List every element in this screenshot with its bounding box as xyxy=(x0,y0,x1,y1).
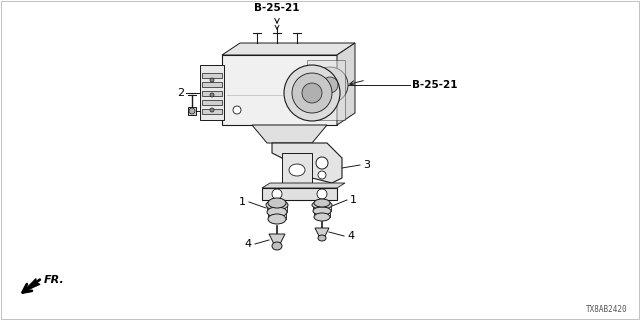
Ellipse shape xyxy=(322,77,338,93)
Polygon shape xyxy=(315,228,329,236)
Bar xyxy=(202,73,222,78)
Polygon shape xyxy=(262,183,345,188)
Polygon shape xyxy=(269,234,285,244)
Ellipse shape xyxy=(284,65,340,121)
Text: B-25-21: B-25-21 xyxy=(254,3,300,13)
Ellipse shape xyxy=(210,78,214,82)
Bar xyxy=(200,65,224,120)
Text: 5: 5 xyxy=(215,106,222,116)
Bar xyxy=(202,109,222,114)
Polygon shape xyxy=(337,43,355,125)
Ellipse shape xyxy=(266,200,288,210)
Bar xyxy=(282,153,312,188)
Text: FR.: FR. xyxy=(44,275,65,285)
Bar xyxy=(222,55,337,125)
Text: B-25-21: B-25-21 xyxy=(412,80,458,90)
Ellipse shape xyxy=(268,198,286,208)
Ellipse shape xyxy=(313,207,331,215)
Ellipse shape xyxy=(312,67,348,103)
Bar xyxy=(188,107,196,115)
Text: 1: 1 xyxy=(350,195,357,205)
Ellipse shape xyxy=(272,189,282,199)
Polygon shape xyxy=(272,143,342,183)
Ellipse shape xyxy=(292,73,332,113)
Bar xyxy=(262,188,337,200)
Ellipse shape xyxy=(312,201,332,209)
Ellipse shape xyxy=(314,199,330,207)
Ellipse shape xyxy=(233,106,241,114)
Ellipse shape xyxy=(189,108,195,114)
Ellipse shape xyxy=(302,83,322,103)
Ellipse shape xyxy=(314,213,330,221)
Ellipse shape xyxy=(318,235,326,241)
Ellipse shape xyxy=(267,207,287,217)
Text: 1: 1 xyxy=(239,197,246,207)
Ellipse shape xyxy=(318,171,326,179)
Ellipse shape xyxy=(272,242,282,250)
Bar xyxy=(307,60,345,120)
Bar xyxy=(202,91,222,96)
Bar xyxy=(202,100,222,105)
Ellipse shape xyxy=(268,214,286,224)
Text: 3: 3 xyxy=(363,160,370,170)
Polygon shape xyxy=(252,125,327,143)
Bar xyxy=(202,82,222,87)
Ellipse shape xyxy=(317,189,327,199)
Ellipse shape xyxy=(210,93,214,97)
Text: 4: 4 xyxy=(347,231,354,241)
Ellipse shape xyxy=(316,157,328,169)
Text: TX8AB2420: TX8AB2420 xyxy=(586,305,628,314)
Ellipse shape xyxy=(289,164,305,176)
Polygon shape xyxy=(222,43,355,55)
Text: 2: 2 xyxy=(177,88,184,98)
Text: 4: 4 xyxy=(245,239,252,249)
Ellipse shape xyxy=(210,108,214,112)
